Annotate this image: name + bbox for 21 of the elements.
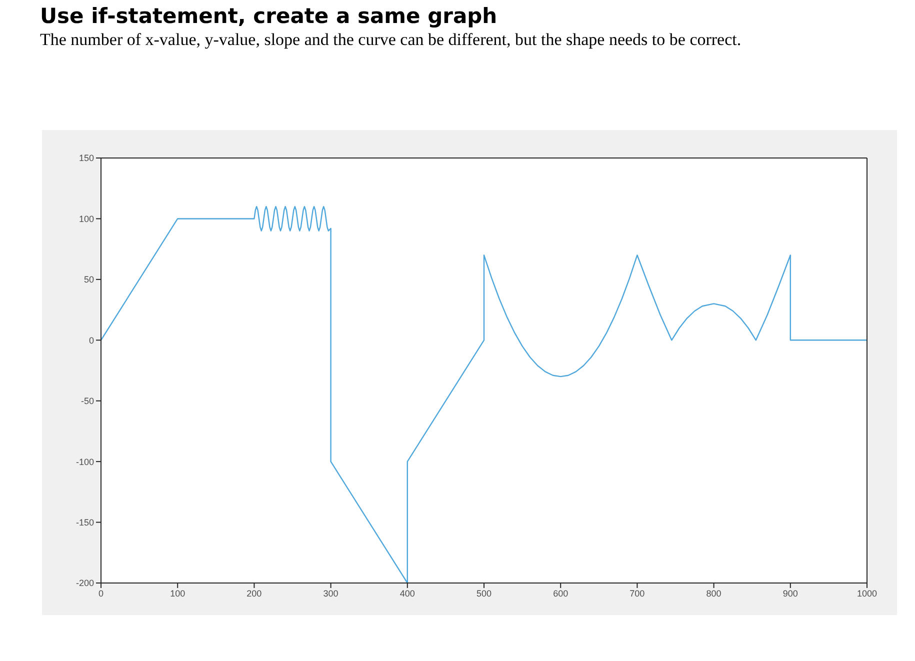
chart-title: Use if-statement, create a same graph	[40, 4, 498, 28]
y-tick-label: -50	[80, 396, 94, 406]
x-tick-label: 800	[706, 588, 722, 598]
y-tick-label: -200	[76, 578, 94, 588]
y-tick-label: 150	[78, 153, 94, 164]
x-tick-label: 100	[170, 588, 186, 598]
y-tick-label: 50	[84, 274, 94, 285]
x-tick-label: 700	[630, 588, 645, 598]
y-tick-label: -150	[76, 517, 94, 528]
y-tick-label: 0	[88, 335, 94, 346]
chart-subtitle: The number of x-value, y-value, slope and the curve can be different, but the shape needs to be correct.	[40, 30, 742, 50]
x-tick-label: 0	[98, 588, 104, 598]
x-tick-label: 200	[246, 588, 262, 598]
x-tick-label: 900	[782, 588, 798, 598]
x-tick-label: 400	[400, 588, 415, 598]
y-tick-label: -100	[76, 456, 94, 467]
x-tick-label: 600	[553, 588, 568, 598]
y-tick-label: 100	[78, 214, 94, 224]
x-tick-label: 500	[476, 588, 492, 598]
x-tick-label: 1000	[856, 588, 878, 598]
x-tick-label: 300	[323, 588, 338, 598]
